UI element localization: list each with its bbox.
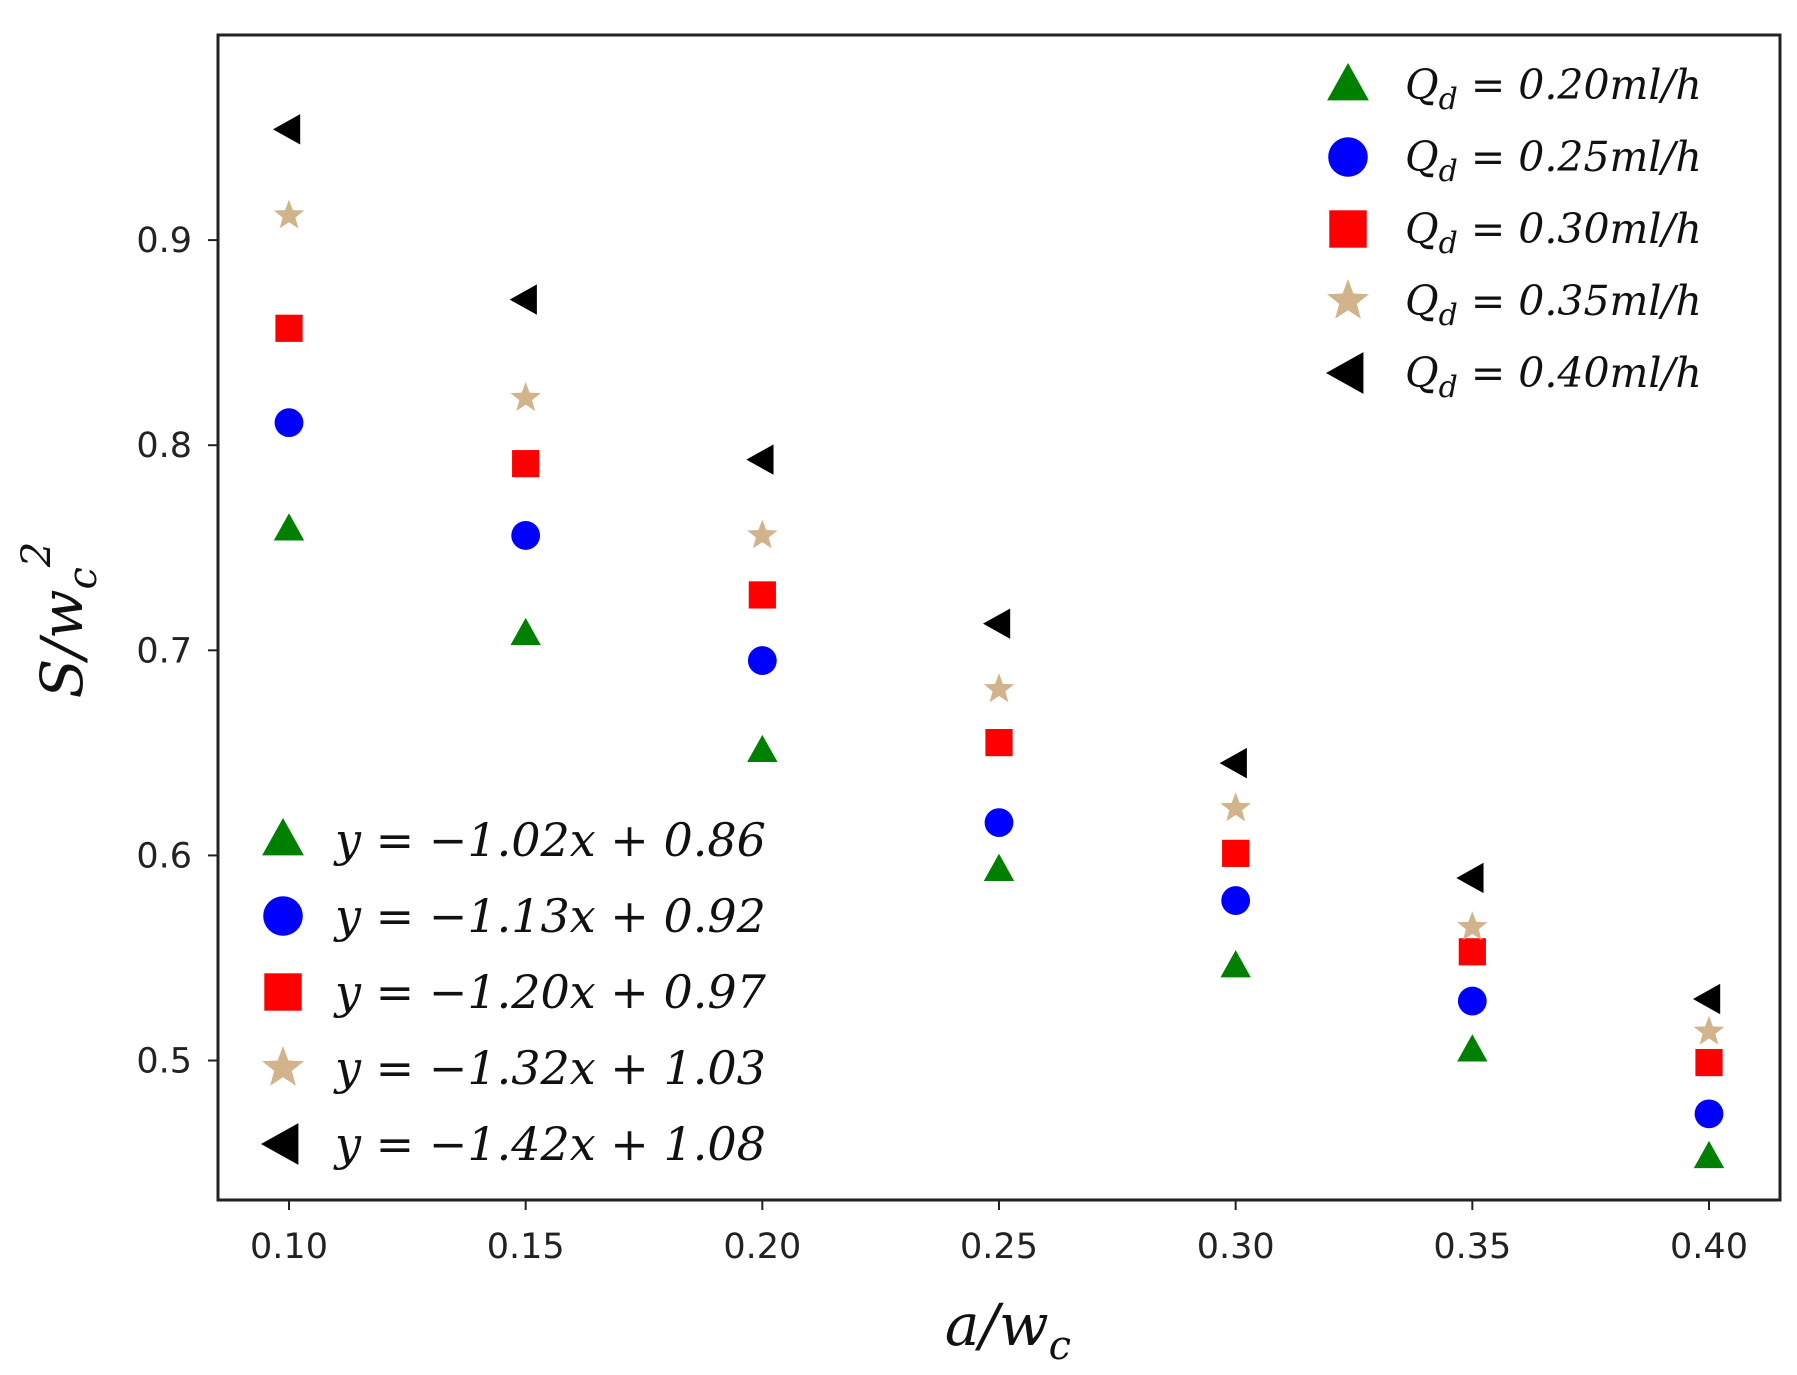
data-point-series-4 [1220,792,1251,822]
fit-equation-legend: y = −1.02x + 0.86 y = −1.13x + 0.92 y = −1… [261,813,767,1171]
data-point-series-3 [748,581,776,609]
data-point-series-1 [1220,950,1251,978]
data-point-series-2 [511,521,541,550]
data-point-series-1 [747,734,778,763]
x-axis-label: a/wc [945,1291,1071,1369]
data-point-series-3 [512,450,540,478]
data-point-series-4 [1457,911,1488,941]
legend-marker-3 [1329,210,1367,248]
y-tick-label: 0.6 [136,836,192,876]
fit-equation-3: y = −1.20x + 0.97 [333,965,767,1019]
legend-marker-2 [1328,137,1368,177]
fit-legend-marker-4 [262,1046,304,1086]
data-point-series-4 [983,673,1015,703]
fit-equation-1: y = −1.02x + 0.86 [333,813,766,867]
data-point-series-3 [1695,1048,1723,1077]
data-point-series-1 [983,853,1015,881]
data-point-series-1 [1693,1140,1725,1169]
x-tick-label: 0.20 [723,1227,801,1267]
data-point-series-2 [274,408,304,438]
legend-marker-5 [1326,352,1364,394]
fit-equation-5: y = −1.42x + 1.08 [333,1117,766,1171]
data-point-series-1 [273,513,305,541]
fit-legend-marker-1 [262,818,304,856]
fit-equation-2: y = −1.13x + 0.92 [333,889,766,943]
data-point-series-5 [983,608,1011,639]
data-point-series-5 [746,444,774,475]
data-point-series-1 [510,617,541,646]
data-point-series-3 [1222,839,1250,867]
data-point-series-5 [1693,983,1721,1015]
data-point-series-3 [985,729,1013,757]
fit-equation-4: y = −1.32x + 1.03 [333,1041,766,1095]
legend-label-2: Qd = 0.25ml/h [1405,133,1702,189]
data-point-series-4 [1693,1015,1725,1045]
legend-label-5: Qd = 0.40ml/h [1405,349,1702,405]
data-point-series-3 [1458,938,1486,966]
x-tick-label: 0.10 [250,1227,328,1267]
data-point-series-2 [747,646,777,675]
fit-legend-marker-3 [264,973,302,1011]
data-point-series-4 [510,382,541,411]
legend-marker-1 [1327,63,1369,101]
data-point-series-5 [509,284,537,315]
legend-marker-4 [1327,279,1369,319]
legend-label-1: Qd = 0.20ml/h [1405,61,1702,117]
data-point-series-2 [1457,986,1487,1016]
x-tick-label: 0.40 [1670,1227,1748,1267]
fit-legend-marker-2 [263,896,303,936]
x-tick-label: 0.30 [1197,1227,1275,1267]
data-point-series-5 [273,114,301,145]
x-tick-label: 0.35 [1433,1227,1511,1267]
data-point-series-2 [1221,886,1251,915]
flow-rate-legend: Qd = 0.20ml/h Qd = 0.25ml/h Qd = 0.30ml/h Q… [1326,61,1702,405]
legend-label-4: Qd = 0.35ml/h [1405,277,1702,333]
data-point-series-5 [1456,862,1484,894]
data-point-series-2 [1694,1099,1724,1129]
x-axis-ticks: 0.10 0.15 0.20 0.25 0.30 0.35 0.40 [250,1200,1748,1267]
fit-legend-marker-5 [261,1123,299,1165]
data-point-series-5 [1219,747,1247,779]
y-axis-ticks: 0.5 0.6 0.7 0.8 0.9 [136,221,218,1082]
x-tick-label: 0.15 [487,1227,565,1267]
y-tick-label: 0.5 [136,1042,192,1082]
x-tick-label: 0.25 [960,1227,1038,1267]
legend-label-3: Qd = 0.30ml/h [1405,205,1702,261]
data-point-series-2 [984,808,1014,838]
y-tick-label: 0.8 [136,426,192,466]
y-tick-label: 0.7 [136,631,192,671]
y-axis-label: S/wc2 [14,542,106,699]
y-tick-label: 0.9 [136,221,192,261]
data-points [273,114,1725,1169]
data-point-series-4 [747,519,778,549]
data-point-series-4 [273,199,305,229]
data-point-series-3 [275,314,303,342]
data-point-series-1 [1457,1034,1488,1062]
